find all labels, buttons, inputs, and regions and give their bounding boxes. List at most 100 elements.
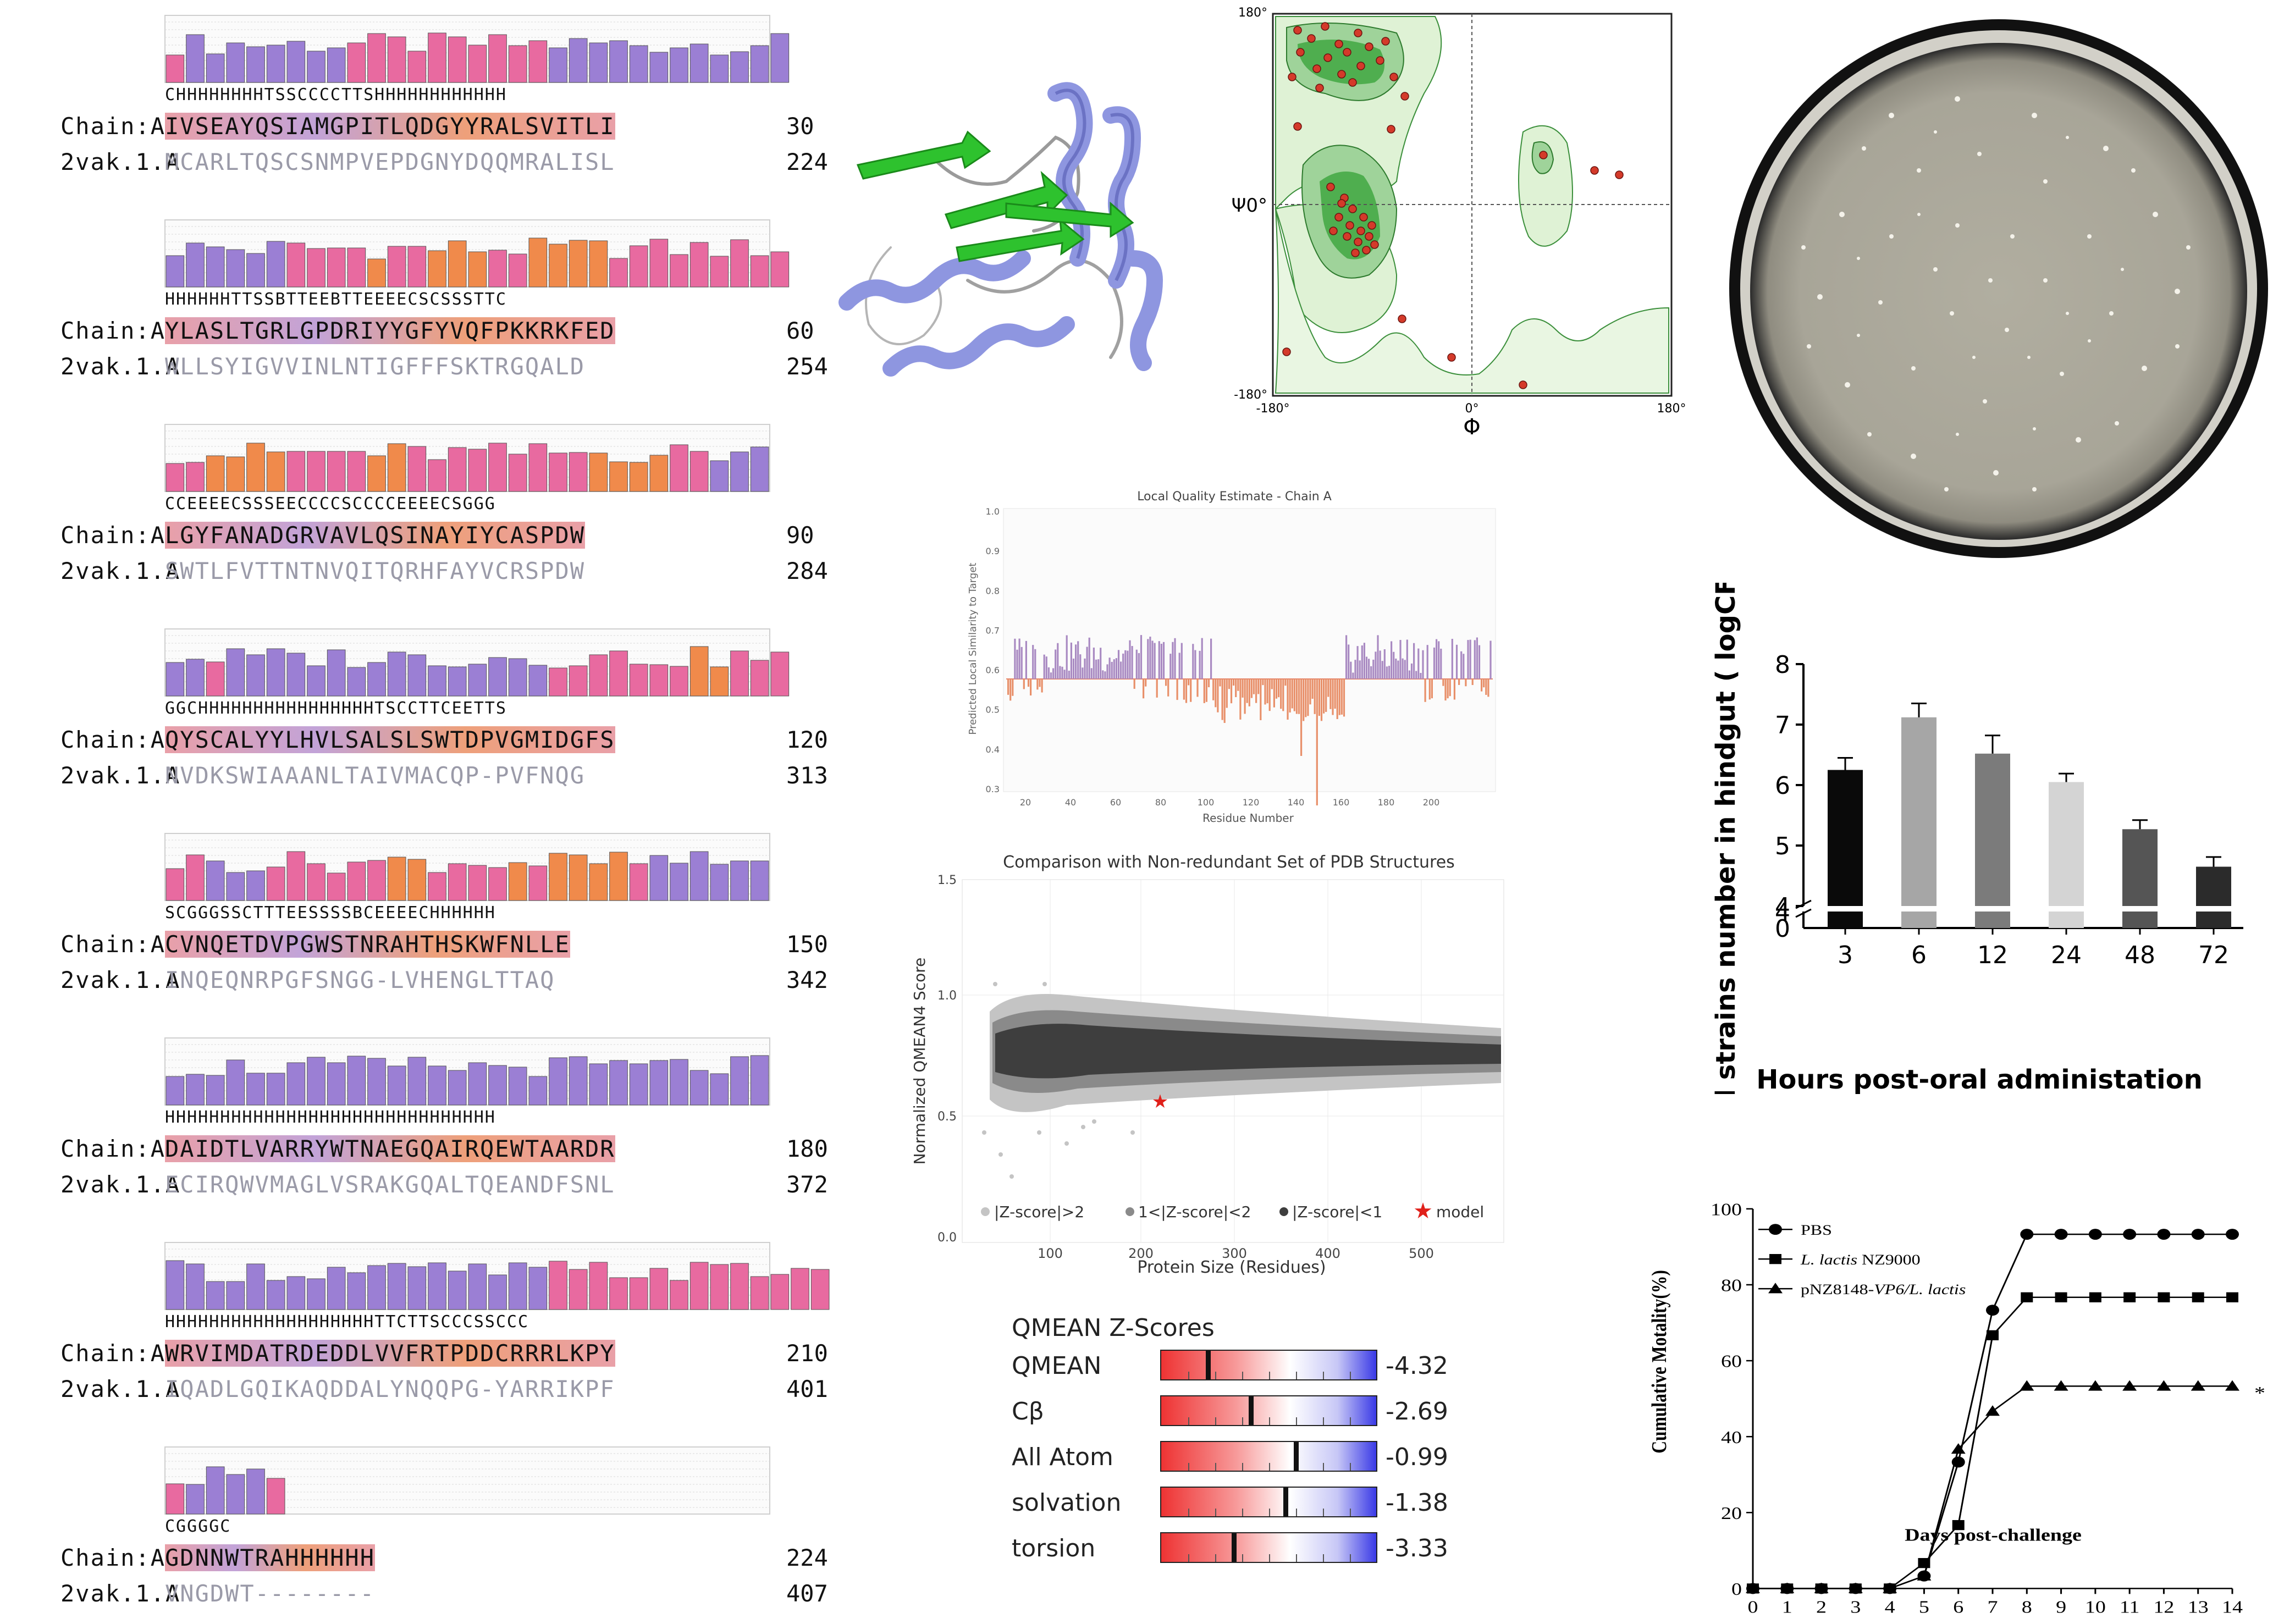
line-point [1814,1582,1829,1593]
local-quality-bar [1453,679,1455,700]
conservation-bar [730,1056,749,1106]
line-point [1883,1582,1897,1593]
secondary-structure-line: CHHHHHHHHTSSCCCCTTSHHHHHHHHHHHH [165,85,507,104]
local-quality-bar [1257,679,1260,694]
conservation-bar [488,250,507,288]
chain-sequence: DAIDTLVARRYWTNAEGQAIRQEWTAARDR [165,1135,615,1162]
local-quality-bar [1097,659,1100,679]
local-quality-bar [1169,654,1172,679]
chain-position: 60 [786,317,814,344]
local-quality-bar [1455,644,1458,679]
conservation-bar [589,654,608,697]
local-quality-bar [1210,638,1212,679]
conservation-bar [488,443,507,492]
conservation-bar [508,1262,527,1310]
conservation-bar [508,253,527,288]
conservation-bar [670,666,688,697]
local-quality-bar [1131,646,1133,679]
comparison-xtick: 400 [1315,1246,1340,1261]
significance-asterisk: * [2254,1383,2265,1403]
conservation-bar [609,461,628,492]
local-quality-bar [1140,635,1143,679]
line-point [2191,1380,2205,1391]
local-quality-bar [1090,668,1093,679]
conservation-bar [387,246,406,288]
local-quality-xtick: 100 [1198,797,1215,808]
line-point [2088,1229,2102,1240]
chain-label: Chain:A [60,522,166,549]
conservation-bar [488,867,507,901]
local-quality-xtick: 20 [1020,797,1031,808]
qmean-score-marker [1249,1396,1254,1425]
local-quality-bar [1007,679,1009,695]
local-quality-bar [1072,658,1075,679]
comparison-ytick: 0.0 [937,1231,957,1245]
local-quality-xtick: 140 [1288,797,1305,808]
local-quality-bar [1338,679,1340,715]
conservation-bar [629,245,648,288]
conservation-bar [589,1063,608,1106]
line-point [2157,1229,2171,1240]
qmean-row-value: -2.69 [1386,1397,1448,1426]
local-quality-bar [1034,649,1036,679]
local-quality-bar [1345,635,1348,679]
line-xtick: 5 [1919,1597,1929,1616]
conservation-bar [730,51,749,83]
conservation-bar [488,1065,507,1106]
chain-position: 180 [786,1135,828,1162]
conservation-bar [266,45,285,83]
local-quality-bar [1262,679,1264,686]
local-quality-bar [1483,679,1485,688]
local-quality-bar [1458,679,1460,685]
template-label: 2vak.1.A [60,148,181,175]
local-quality-bar [1185,679,1188,703]
conservation-bar [689,1070,709,1106]
conservation-bar [387,36,406,83]
local-quality-bar [1469,639,1471,679]
local-quality-bar [1156,679,1158,698]
conservation-bar [710,460,729,492]
conservation-bar [226,456,245,492]
local-quality-bar [1489,640,1492,679]
local-quality-bar [1314,679,1316,714]
conservation-bar [206,661,225,697]
local-quality-bar [1354,660,1356,679]
local-quality-bar [1415,671,1417,679]
comparison-xlabel: Protein Size (Residues) [1137,1258,1326,1275]
conservation-bar [569,1056,588,1106]
local-quality-bar [1300,679,1303,756]
conservation-bar [448,666,467,697]
local-quality-bar [1207,679,1210,688]
local-quality-bar [1356,646,1359,679]
conservation-bar [549,47,567,83]
conservation-bar [549,452,567,492]
template-position: 342 [786,966,828,993]
conservation-bar [286,1276,306,1310]
line-point [2226,1292,2238,1302]
conservation-bar [468,45,487,83]
conservation-bar [226,1059,245,1106]
conservation-bar [186,462,205,492]
series-line [1753,1296,2232,1589]
local-quality-bar [1476,637,1478,679]
conservation-bar [528,1076,548,1106]
local-quality-bar [1138,653,1140,679]
local-quality-bar [1151,640,1154,679]
qmean-gradient-bar [1160,1532,1377,1563]
local-quality-bar [1323,679,1325,714]
local-quality-bar [1474,640,1476,679]
line-xtick: 4 [1885,1597,1895,1616]
conservation-bar [428,665,446,697]
local-quality-bar [1059,666,1061,679]
local-quality-bar [1199,650,1201,679]
local-quality-bar [1420,673,1422,679]
qmean-row-label: Cβ [1012,1397,1044,1426]
line-point [1952,1520,1965,1531]
comparison-xtick: 100 [1038,1246,1063,1261]
bar-ytick: 6 [1775,772,1790,800]
qmean-row-value: -0.99 [1386,1443,1448,1471]
conservation-bar [589,42,608,83]
conservation-bar [488,1274,507,1310]
chain-label: Chain:A [60,113,166,140]
conservation-bar [609,40,628,83]
